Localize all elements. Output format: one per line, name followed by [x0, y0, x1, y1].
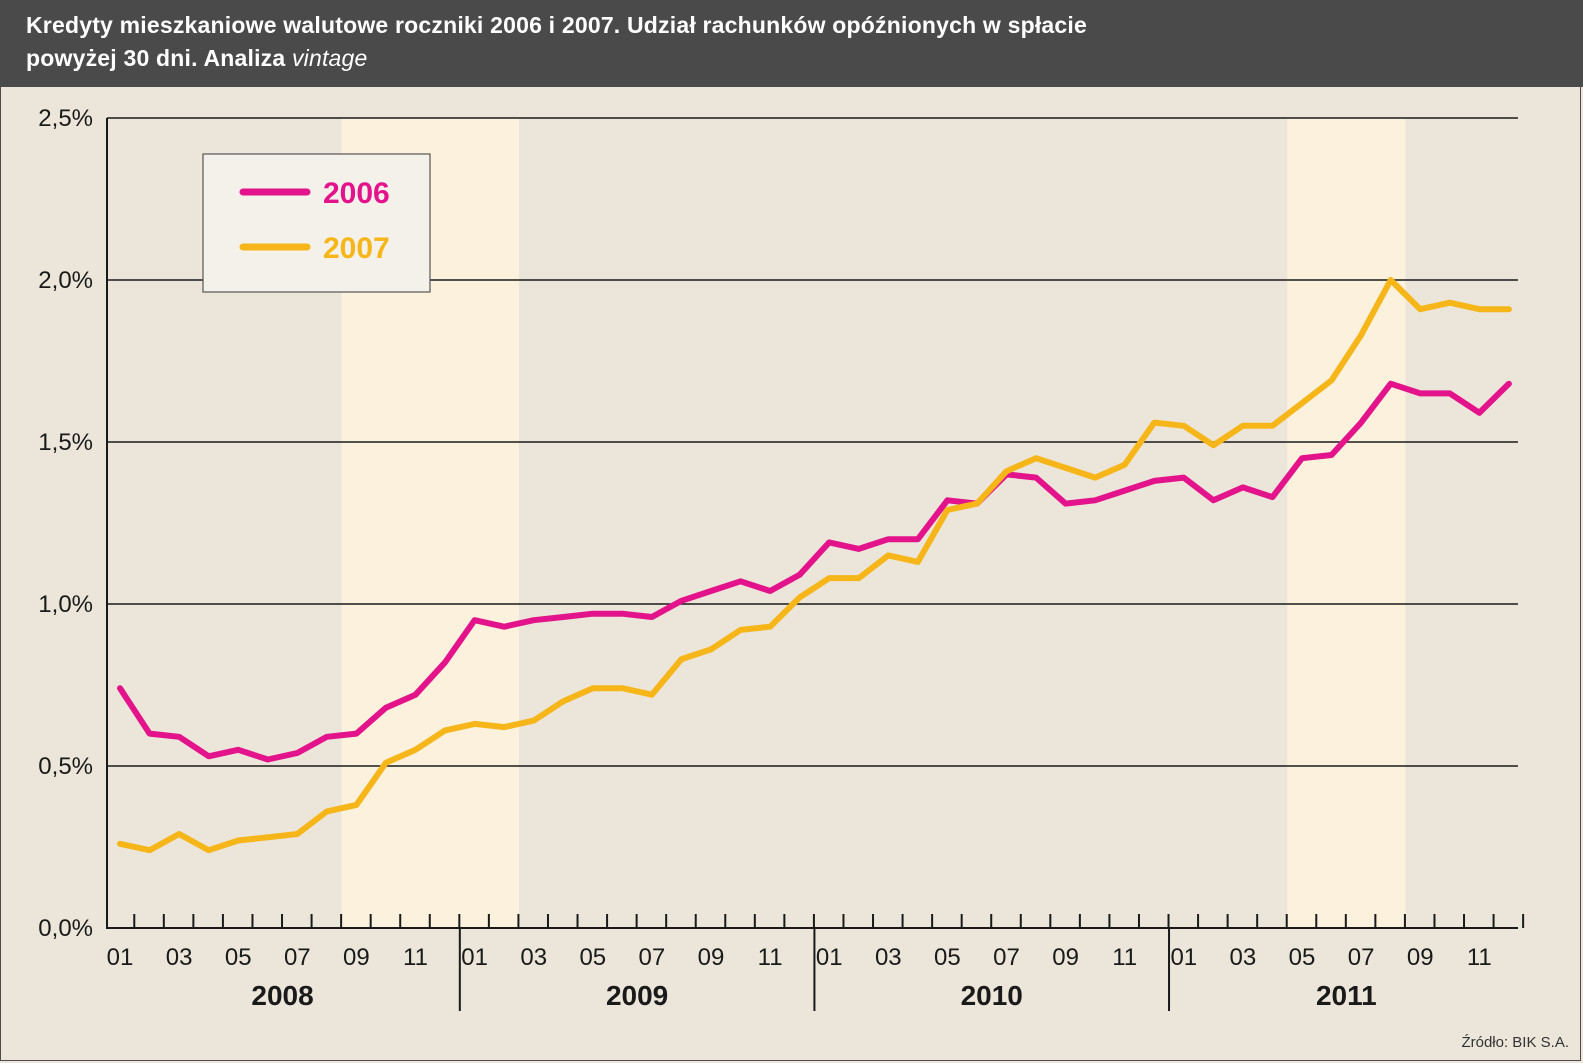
legend: 2006 2007 — [202, 153, 431, 293]
x-tick-label: 07 — [1348, 944, 1375, 971]
x-tick-label: 03 — [875, 944, 902, 971]
source-note: Źródło: BIK S.A. — [1461, 1034, 1569, 1051]
chart-title-line-1: Kredyty mieszkaniowe walutowe roczniki 2… — [26, 12, 1087, 38]
x-tick-label: 09 — [698, 944, 725, 971]
x-tick-label: 03 — [166, 944, 193, 971]
y-tick-label: 1,5% — [38, 429, 93, 456]
legend-label-2006: 2006 — [323, 177, 390, 210]
title-bar: Kredyty mieszkaniowe walutowe roczniki 2… — [0, 0, 1583, 87]
x-tick-label: 11 — [403, 944, 428, 971]
x-tick-label: 03 — [520, 944, 547, 971]
x-tick-label: 07 — [993, 944, 1020, 971]
x-tick-label: 07 — [639, 944, 666, 971]
x-tick-label: 07 — [284, 944, 311, 971]
legend-label-2007: 2007 — [323, 232, 390, 265]
x-tick-label: 05 — [579, 944, 606, 971]
year-label: 2010 — [961, 980, 1023, 1011]
y-tick-label: 0,5% — [38, 753, 93, 780]
x-tick-label: 05 — [1289, 944, 1316, 971]
gridlines — [107, 117, 1518, 767]
x-tick-label: 01 — [461, 944, 488, 971]
legend-box — [202, 153, 431, 293]
x-tick-label: 11 — [1467, 944, 1492, 971]
x-tick-label: 09 — [1052, 944, 1079, 971]
y-tick-label: 1,0% — [38, 591, 93, 618]
x-tick-label: 05 — [934, 944, 961, 971]
x-tick-label: 01 — [816, 944, 843, 971]
series-line-2007 — [117, 277, 1512, 854]
y-axis-labels: 0,0% 0,5% 1,0% 1,5% 2,0% 2,5% — [38, 105, 93, 942]
x-tick-label: 01 — [1170, 944, 1197, 971]
series-lines — [117, 277, 1512, 854]
y-tick-label: 0,0% — [38, 915, 93, 942]
x-tick-label: 09 — [1407, 944, 1434, 971]
year-label: 2011 — [1316, 980, 1377, 1011]
x-axis-labels: 01 03 05 07 09 11 2008 01 03 05 07 09 11 2009 01 03 05 07… — [107, 944, 1492, 1011]
x-tick-label: 09 — [343, 944, 370, 971]
year-label: 2009 — [606, 980, 668, 1011]
chart-title-line-2-text: powyżej 30 dni. Analiza — [26, 45, 292, 71]
highlight-bands — [341, 118, 1406, 928]
x-tick-label: 03 — [1230, 944, 1257, 971]
x-tick-label: 05 — [225, 944, 252, 971]
chart-title-line-2: powyżej 30 dni. Analiza vintage — [26, 45, 368, 72]
year-label: 2008 — [251, 980, 313, 1011]
highlight-band-2 — [1287, 118, 1406, 928]
x-tick-label: 11 — [758, 944, 783, 971]
chart-title-italic-word: vintage — [291, 45, 368, 71]
x-tick-label: 11 — [1112, 944, 1137, 971]
y-tick-label: 2,0% — [38, 267, 93, 294]
y-tick-label: 2,5% — [38, 105, 93, 132]
x-tick-label: 01 — [107, 944, 134, 971]
series-line-2006 — [117, 380, 1512, 763]
axes — [106, 118, 1525, 1011]
